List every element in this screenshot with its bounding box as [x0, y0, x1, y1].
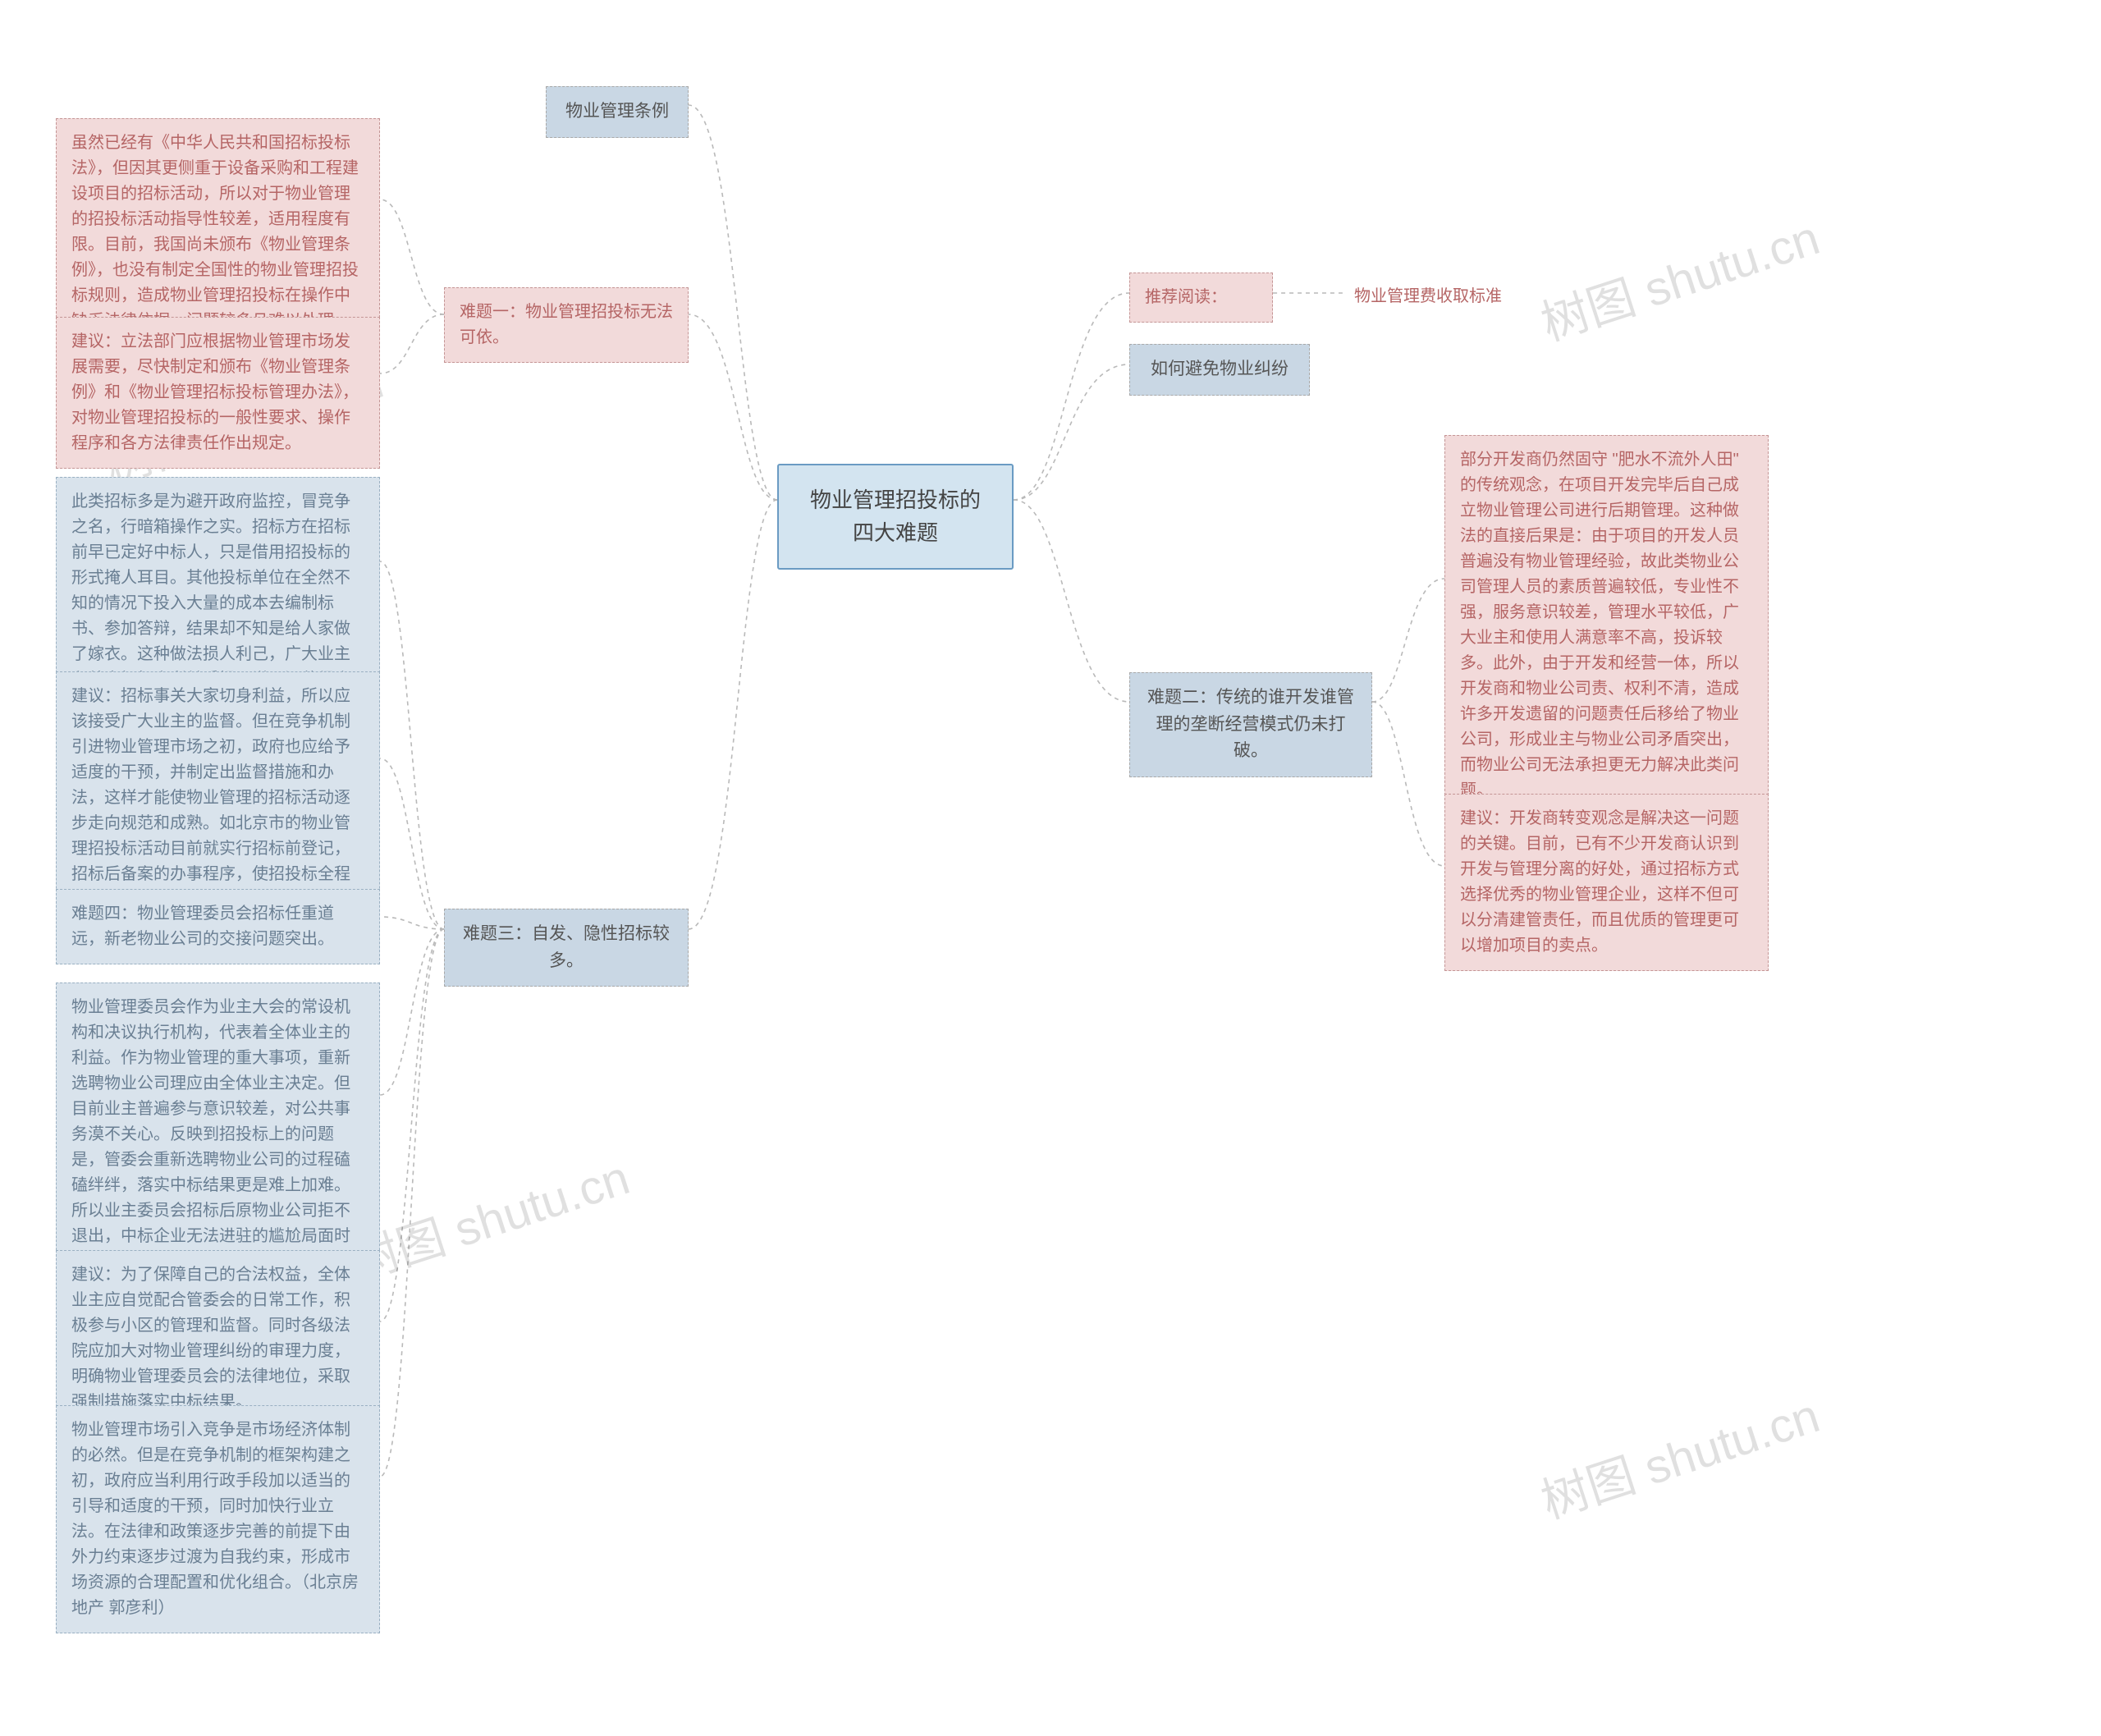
node-difficulty-2-detail[interactable]: 部分开发商仍然固守 "肥水不流外人田" 的传统观念，在项目开发完毕后自己成立物业…	[1444, 435, 1769, 816]
center-topic[interactable]: 物业管理招投标的四大难题	[777, 464, 1014, 570]
node-market-conclusion[interactable]: 物业管理市场引入竞争是市场经济体制的必然。但是在竞争机制的框架构建之初，政府应当…	[56, 1405, 380, 1633]
node-difficulty-4-suggestion[interactable]: 建议：为了保障自己的合法权益，全体业主应自觉配合管委会的日常工作，积极参与小区的…	[56, 1250, 380, 1427]
node-recommend-link[interactable]: 物业管理费收取标准	[1346, 279, 1510, 314]
node-recommend-label[interactable]: 推荐阅读：	[1129, 273, 1273, 323]
node-difficulty-1-suggestion[interactable]: 建议：立法部门应根据物业管理市场发展需要，尽快制定和颁布《物业管理条例》和《物业…	[56, 317, 380, 469]
node-difficulty-2-suggestion[interactable]: 建议：开发商转变观念是解决这一问题的关键。目前，已有不少开发商认识到开发与管理分…	[1444, 794, 1769, 971]
node-avoid-dispute[interactable]: 如何避免物业纠纷	[1129, 344, 1310, 396]
node-difficulty-2[interactable]: 难题二：传统的谁开发谁管理的垄断经营模式仍未打破。	[1129, 672, 1372, 777]
watermark: 树图 shutu.cn	[1531, 199, 1827, 354]
watermark: 树图 shutu.cn	[1531, 1377, 1827, 1532]
node-difficulty-4-detail[interactable]: 物业管理委员会作为业主大会的常设机构和决议执行机构，代表着全体业主的利益。作为物…	[56, 983, 380, 1287]
watermark: 树图 shutu.cn	[341, 1139, 637, 1294]
node-wygl-regulation[interactable]: 物业管理条例	[546, 86, 689, 138]
node-difficulty-1[interactable]: 难题一：物业管理招投标无法可依。	[444, 287, 689, 363]
node-difficulty-4-title[interactable]: 难题四：物业管理委员会招标任重道远，新老物业公司的交接问题突出。	[56, 889, 380, 964]
node-difficulty-3[interactable]: 难题三：自发、隐性招标较多。	[444, 909, 689, 987]
node-difficulty-1-detail[interactable]: 虽然已经有《中华人民共和国招标投标法》，但因其更侧重于设备采购和工程建设项目的招…	[56, 118, 380, 346]
